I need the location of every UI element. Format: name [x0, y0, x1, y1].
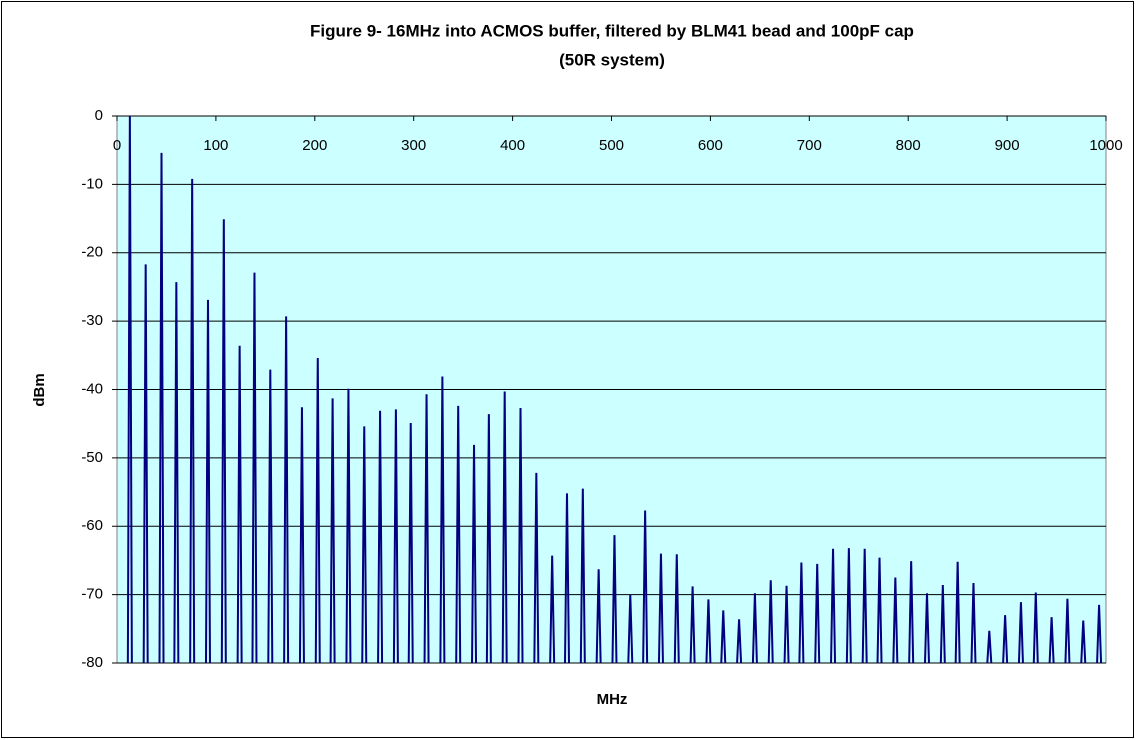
spectral-peak: [377, 410, 384, 664]
spectral-peak: [189, 178, 196, 664]
spectral-peak: [657, 553, 664, 664]
y-tick-label: 0: [95, 107, 103, 124]
spectral-peak: [501, 391, 508, 664]
spectral-peak: [783, 585, 790, 664]
x-tick-label: 1000: [1089, 137, 1122, 154]
y-tick-label: -80: [81, 654, 103, 671]
x-axis-title: MHz: [597, 691, 628, 708]
spectral-peak: [220, 219, 227, 664]
spectral-peak: [361, 426, 368, 664]
spectral-peak: [751, 593, 758, 664]
spectral-peak: [471, 444, 478, 664]
chart-title: Figure 9- 16MHz into ACMOS buffer, filte…: [310, 21, 914, 40]
x-tick-label: 200: [302, 137, 327, 154]
spectral-peak: [407, 422, 414, 664]
spectral-peak: [908, 561, 915, 664]
spectral-peak: [329, 398, 336, 664]
spectral-peak: [876, 557, 883, 664]
x-tick-label: 800: [896, 137, 921, 154]
spectral-peak: [236, 345, 243, 664]
spectral-peak: [563, 493, 570, 664]
spectral-peak: [986, 630, 993, 664]
spectral-peak: [814, 563, 821, 664]
spectral-peak: [845, 548, 852, 664]
y-tick-label: -20: [81, 244, 103, 261]
y-tick-label: -30: [81, 312, 103, 329]
spectral-peak: [611, 535, 618, 664]
spectral-peak: [533, 472, 540, 664]
spectral-peak: [549, 555, 556, 664]
spectral-peak: [298, 407, 305, 664]
spectral-peak: [705, 599, 712, 664]
spectral-peak: [142, 264, 149, 664]
spectral-peak: [954, 561, 961, 664]
spectral-peak: [485, 414, 492, 664]
spectral-peak: [1048, 617, 1055, 664]
spectral-peak: [830, 548, 837, 664]
spectral-peak: [517, 407, 524, 664]
spectral-peak: [173, 282, 180, 664]
spectral-peak: [126, 115, 133, 664]
spectral-peak: [720, 610, 727, 664]
spectral-peak: [673, 554, 680, 664]
spectral-peak: [158, 152, 165, 664]
spectral-peak: [1096, 604, 1103, 664]
spectral-peak: [579, 488, 586, 664]
spectral-peak: [267, 369, 274, 664]
chart-subtitle: (50R system): [559, 50, 665, 69]
y-tick-label: -10: [81, 175, 103, 192]
spectral-peak: [736, 619, 743, 664]
spectral-peak: [439, 376, 446, 664]
spectral-peak: [1032, 592, 1039, 664]
spectral-peak: [1017, 602, 1024, 664]
y-axis-title: dBm: [31, 373, 48, 406]
spectral-peak: [627, 594, 634, 664]
x-tick-label: 400: [500, 137, 525, 154]
spectral-peak: [861, 548, 868, 664]
x-tick-label: 700: [797, 137, 822, 154]
spectral-peak: [314, 358, 321, 664]
y-tick-label: -60: [81, 517, 103, 534]
spectral-peak: [689, 586, 696, 664]
spectral-peak: [939, 585, 946, 664]
spectral-peak: [455, 405, 462, 664]
spectral-peak: [1064, 598, 1071, 664]
y-tick-label: -50: [81, 449, 103, 466]
x-tick-label: 900: [995, 137, 1020, 154]
spectral-peak: [798, 562, 805, 664]
y-tick-label: -40: [81, 380, 103, 397]
spectral-peak: [283, 316, 290, 664]
x-tick-label: 0: [113, 137, 121, 154]
y-tick-label: -70: [81, 586, 103, 603]
spectral-peak: [345, 388, 352, 664]
spectral-peak: [423, 394, 430, 664]
x-tick-label: 100: [203, 137, 228, 154]
x-tick-label: 600: [698, 137, 723, 154]
spectral-peak: [970, 582, 977, 664]
spectral-peak: [923, 593, 930, 664]
spectral-peak: [1002, 615, 1009, 664]
spectral-peak: [892, 577, 899, 664]
x-tick-label: 500: [599, 137, 624, 154]
spectral-peak: [642, 510, 649, 664]
spectral-peak: [595, 569, 602, 664]
spectral-peak: [204, 299, 211, 664]
spectral-peak: [1080, 620, 1087, 664]
spectral-peak: [767, 580, 774, 664]
spectral-peak: [392, 409, 399, 664]
x-tick-label: 300: [401, 137, 426, 154]
spectral-peak: [251, 272, 258, 664]
